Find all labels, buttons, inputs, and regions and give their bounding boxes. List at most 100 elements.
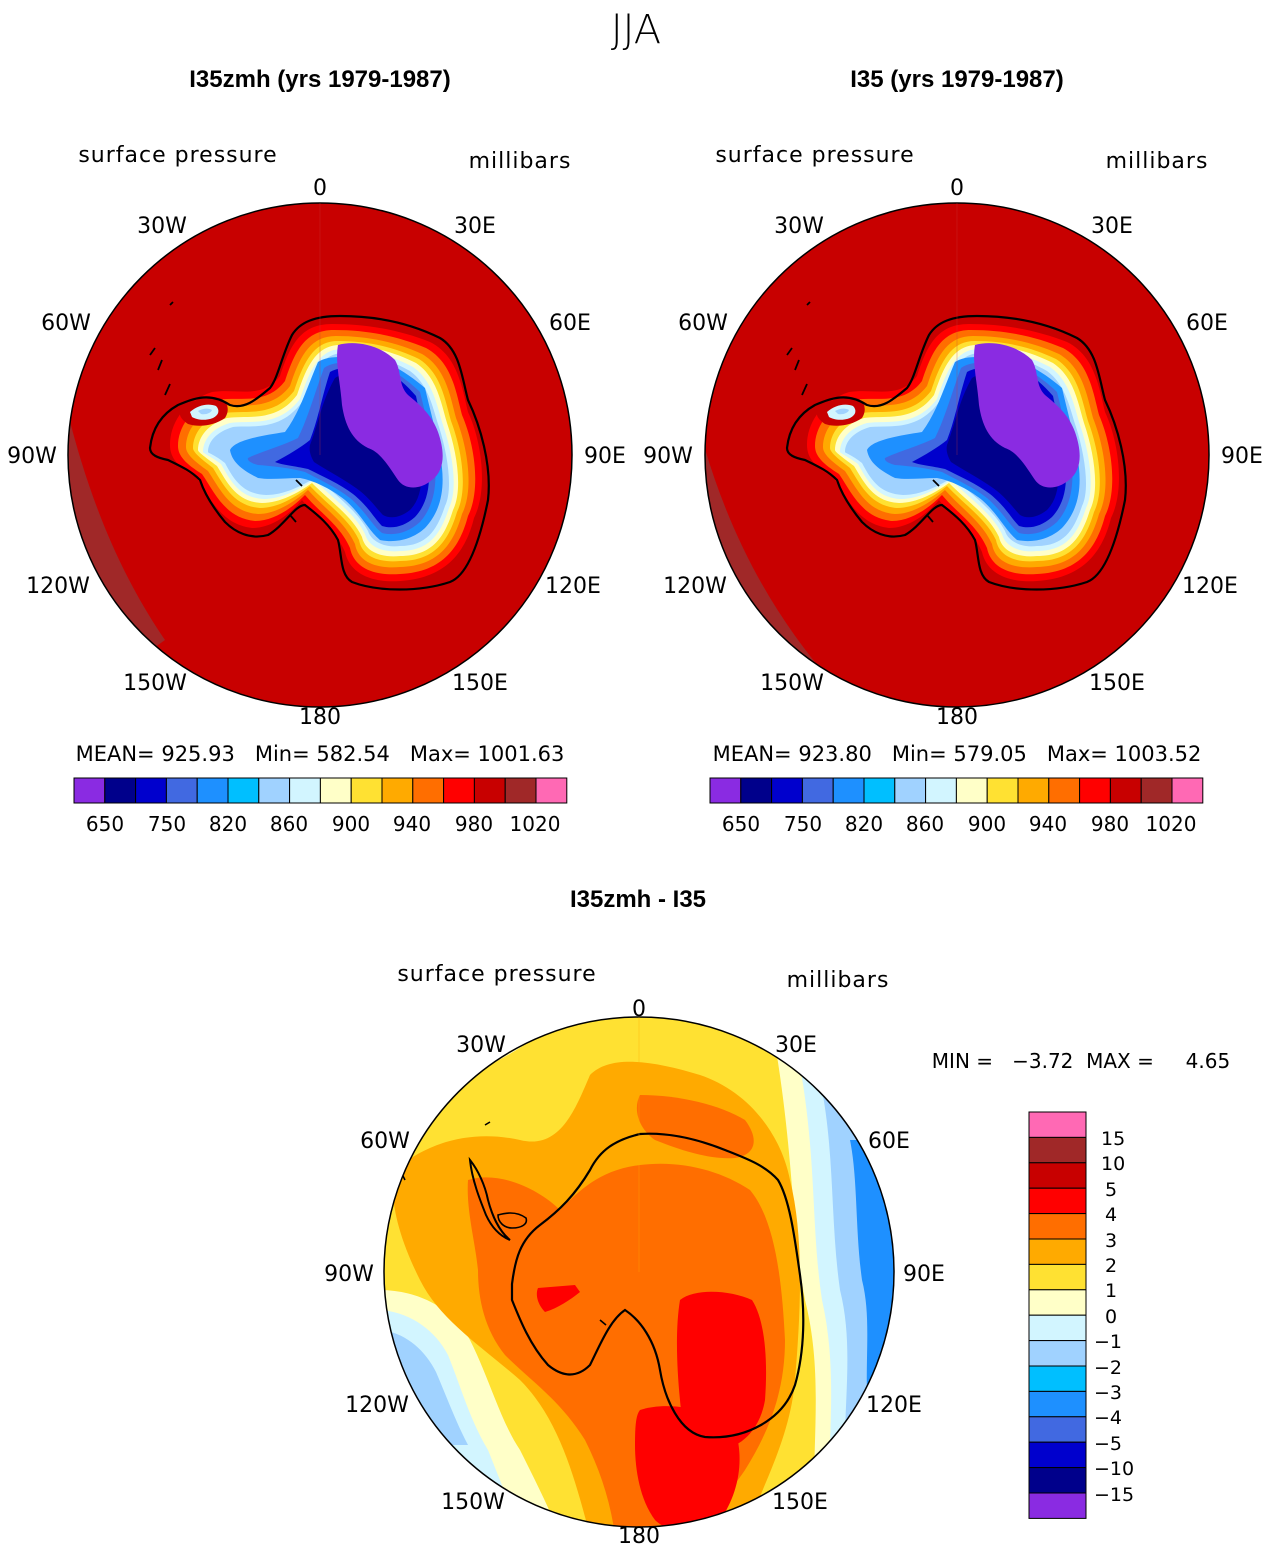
lon-label: 30W xyxy=(137,214,187,239)
colorbar-tick-label: 4 xyxy=(1105,1204,1117,1226)
colorbar-swatch xyxy=(740,777,773,804)
colorbar-swatch xyxy=(925,777,957,804)
colorbar-swatch xyxy=(1028,1441,1087,1469)
colorbar-tick-label: 10 xyxy=(1101,1153,1125,1175)
colorbar-tick-label: −4 xyxy=(1094,1407,1122,1429)
colorbar-swatch xyxy=(104,777,137,804)
colorbar-tick-label: 5 xyxy=(1105,1179,1117,1201)
colorbar-swatch xyxy=(1017,777,1050,804)
lon-label: 30E xyxy=(1091,214,1133,239)
lon-label: 150W xyxy=(760,671,824,696)
lon-label: 90E xyxy=(1221,444,1263,469)
colorbar-swatch xyxy=(894,777,927,804)
colorbar-swatch xyxy=(1109,777,1142,804)
colorbar-swatch xyxy=(443,777,475,804)
colorbar-swatch xyxy=(289,777,321,804)
colorbar-tick-label: 2 xyxy=(1105,1255,1117,1277)
colorbar-swatch xyxy=(1028,1111,1087,1138)
colorbar-swatch xyxy=(1048,777,1081,804)
lon-label: 120E xyxy=(545,574,601,599)
lon-label: 60E xyxy=(549,311,591,336)
colorbar-ticks: 650 750 820 860 900 940 980 1020 xyxy=(86,812,561,836)
colorbar-swatch xyxy=(1140,777,1173,804)
colorbar-swatch xyxy=(504,777,537,804)
lon-label: 0 xyxy=(950,176,964,201)
lon-label: 150W xyxy=(441,1490,505,1515)
colorbar-tick-label: 820 xyxy=(209,812,247,836)
figure-title: JJA xyxy=(611,7,661,53)
colorbar-tick-label: 900 xyxy=(968,812,1006,836)
colorbar-tick-label: −5 xyxy=(1094,1433,1122,1455)
colorbar-tick-label: 1 xyxy=(1105,1280,1117,1302)
colorbar-tick-label: 820 xyxy=(845,812,883,836)
lon-label: 90W xyxy=(7,444,57,469)
colorbar-swatch xyxy=(709,777,742,804)
lon-label: 30E xyxy=(775,1033,817,1058)
colorbar-swatch xyxy=(535,777,568,804)
colorbar-tick-label: 1020 xyxy=(510,812,561,836)
lon-label: 90E xyxy=(903,1262,945,1287)
lon-label: 0 xyxy=(632,997,646,1022)
map-panel-left: I35zmh (yrs 1979-1987) surface pressure … xyxy=(7,66,626,836)
map-title: I35zmh (yrs 1979-1987) xyxy=(189,66,451,93)
lon-label: 150E xyxy=(1089,671,1145,696)
lon-label: 150E xyxy=(772,1490,828,1515)
stats-text: MEAN= 925.93 Min= 582.54 Max= 1001.63 xyxy=(76,742,565,766)
colorbar-tick-label: 940 xyxy=(1029,812,1067,836)
lon-label: 0 xyxy=(313,176,327,201)
colorbar-swatch xyxy=(1028,1365,1087,1392)
colorbar-swatch xyxy=(1028,1289,1087,1316)
colorbar-tick-label: 980 xyxy=(455,812,493,836)
colorbar-tick-label: −2 xyxy=(1094,1357,1122,1379)
colorbar xyxy=(1028,1111,1087,1519)
colorbar-tick-label: 650 xyxy=(722,812,760,836)
colorbar-swatch xyxy=(350,777,383,804)
colorbar-swatch xyxy=(1028,1467,1087,1494)
lon-label: 30W xyxy=(774,214,824,239)
colorbar-swatch xyxy=(771,777,803,804)
lon-label: 30E xyxy=(454,214,496,239)
colorbar-ticks: 15 10 5 4 3 2 1 0 −1 −2 −3 −4 −5 −10 −15 xyxy=(1094,1128,1134,1506)
colorbar-swatch xyxy=(1028,1416,1087,1443)
colorbar-swatch xyxy=(1079,777,1111,804)
colorbar-tick-label: 0 xyxy=(1105,1306,1117,1328)
colorbar-ticks: 650 750 820 860 900 940 980 1020 xyxy=(722,812,1197,836)
colorbar-swatch xyxy=(258,777,291,804)
colorbar-swatch xyxy=(473,777,506,804)
stats-text: MIN = −3.72 MAX = 4.65 xyxy=(932,1049,1230,1073)
field-label: surface pressure xyxy=(397,962,596,987)
colorbar-swatch xyxy=(1028,1162,1087,1189)
lon-label: 60W xyxy=(41,311,91,336)
map-panel-difference: I35zmh - I35 surface pressure millibars … xyxy=(324,886,1230,1549)
map-title: I35zmh - I35 xyxy=(570,886,706,913)
colorbar-tick-label: 860 xyxy=(270,812,308,836)
colorbar-tick-label: 3 xyxy=(1105,1230,1117,1252)
colorbar-swatch xyxy=(863,777,896,804)
colorbar-swatch xyxy=(1028,1187,1087,1215)
colorbar-tick-label: 750 xyxy=(148,812,186,836)
lon-label: 180 xyxy=(936,705,978,730)
colorbar-tick-label: 650 xyxy=(86,812,124,836)
colorbar xyxy=(709,777,1204,804)
lon-label: 90W xyxy=(643,444,693,469)
colorbar-swatch xyxy=(1028,1340,1087,1367)
colorbar-swatch xyxy=(832,777,865,804)
colorbar-tick-label: 15 xyxy=(1101,1128,1125,1150)
lon-label: 120W xyxy=(345,1393,409,1418)
lon-label: 120W xyxy=(663,574,727,599)
colorbar-swatch xyxy=(986,777,1019,804)
lon-label: 90E xyxy=(584,444,626,469)
stats-text: MEAN= 923.80 Min= 579.05 Max= 1003.52 xyxy=(713,742,1202,766)
field-label: surface pressure xyxy=(715,143,914,168)
colorbar-swatch xyxy=(135,777,167,804)
colorbar-swatch xyxy=(73,777,106,804)
lon-label: 180 xyxy=(299,705,341,730)
colorbar-swatch xyxy=(801,777,834,804)
lon-label: 120E xyxy=(1182,574,1238,599)
colorbar-swatch xyxy=(955,777,988,804)
colorbar-swatch xyxy=(412,777,445,804)
lon-label: 180 xyxy=(618,1524,660,1549)
colorbar-swatch xyxy=(227,777,260,804)
colorbar-tick-label: 750 xyxy=(784,812,822,836)
